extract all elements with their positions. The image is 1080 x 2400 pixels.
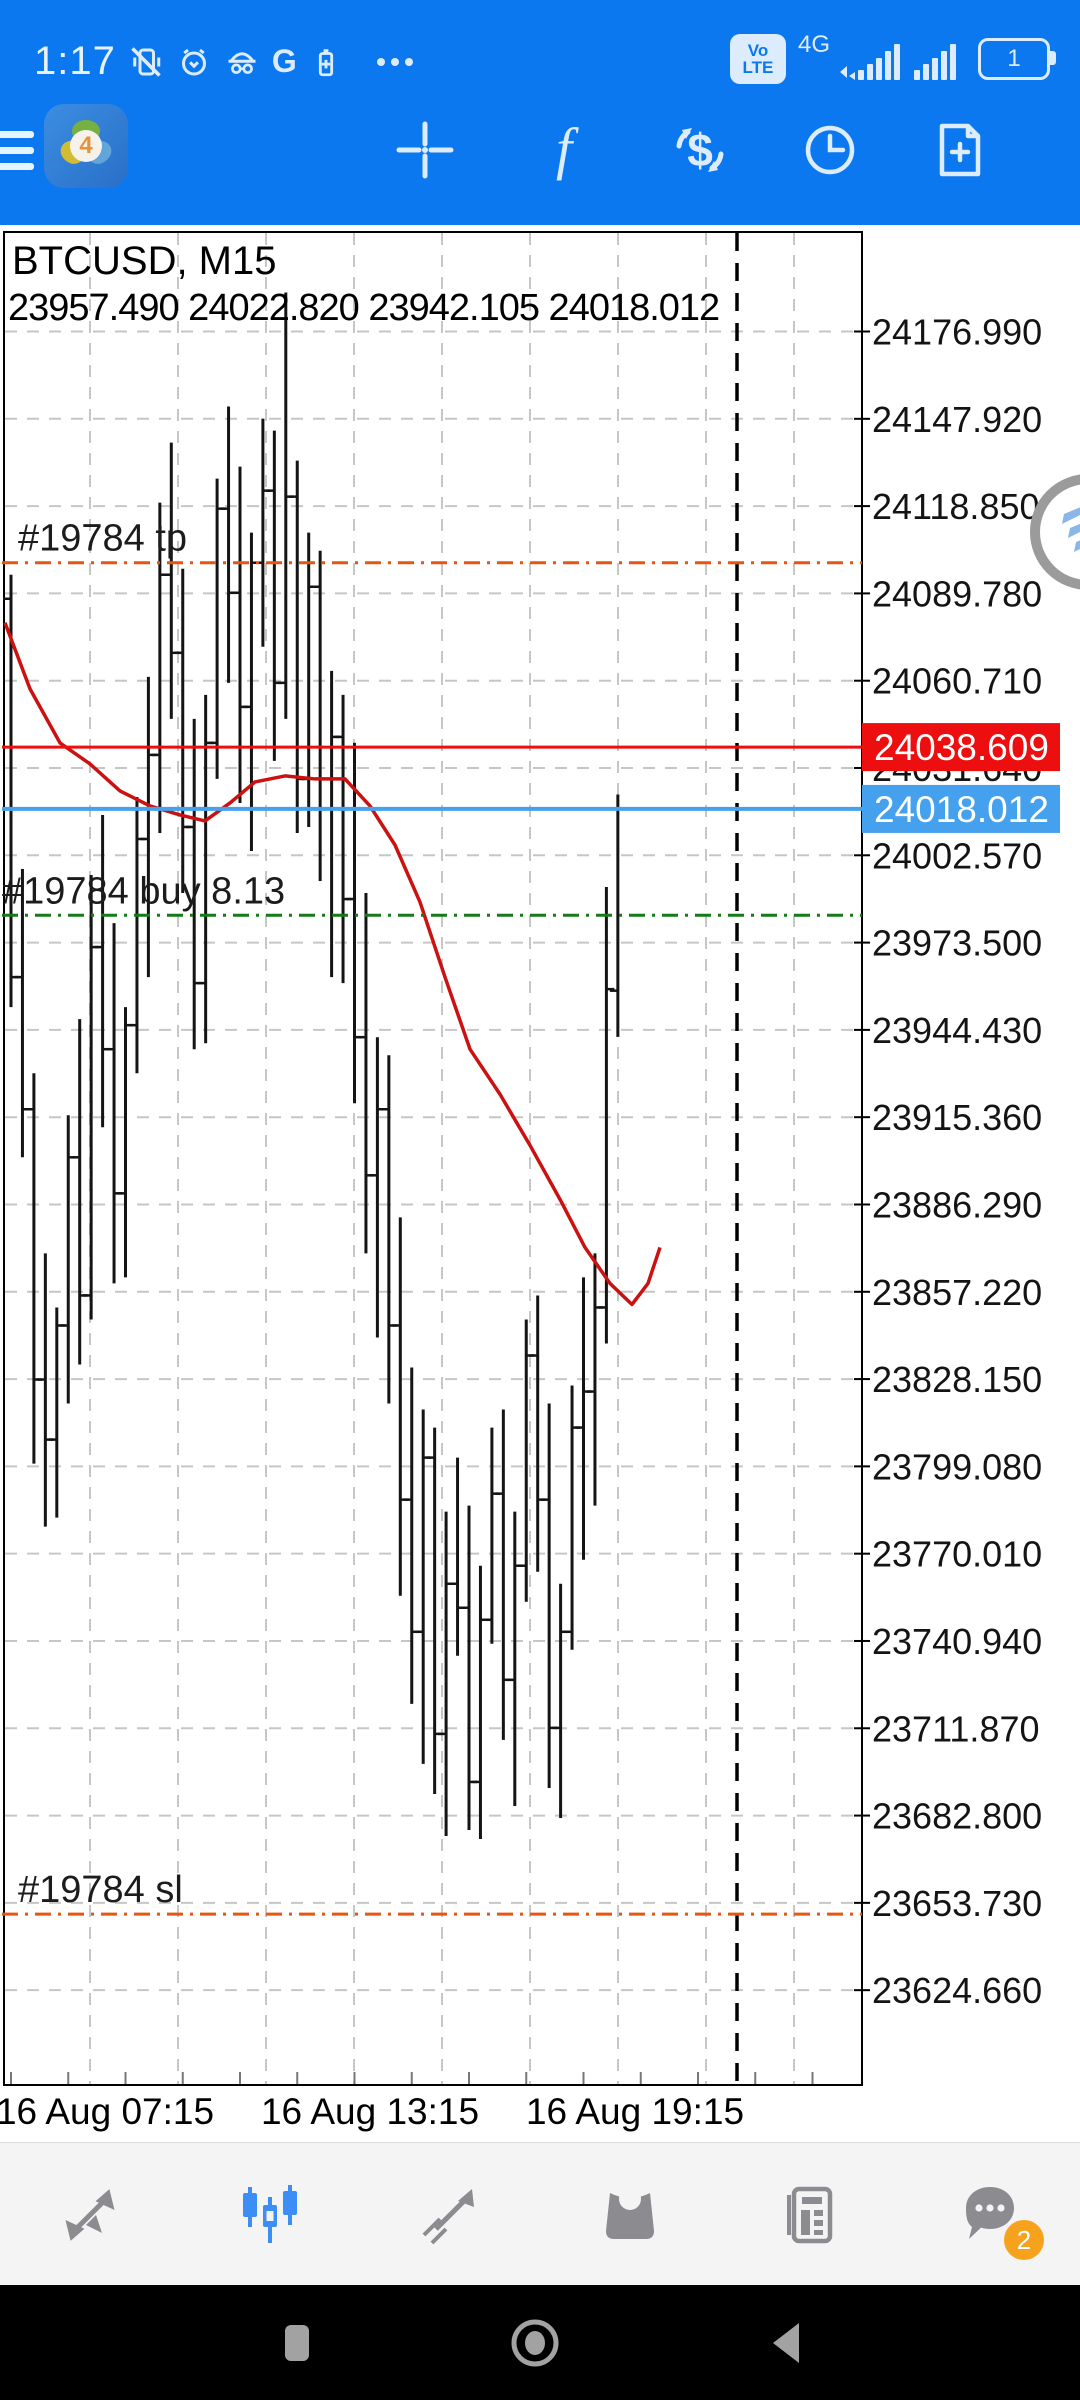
svg-text:23682.800: 23682.800 — [872, 1796, 1042, 1837]
time-axis: 16 Aug 07:15 16 Aug 13:15 16 Aug 19:15 — [0, 2091, 744, 2132]
ask-price-badge: 24018.012 — [862, 784, 1060, 833]
recents-square-icon — [285, 2324, 309, 2361]
google-g-icon: G — [271, 43, 297, 79]
tab-messages[interactable]: 2 — [900, 2143, 1080, 2286]
home-button[interactable] — [475, 2285, 595, 2400]
svg-text:16 Aug 13:15: 16 Aug 13:15 — [261, 2091, 479, 2132]
svg-text:23886.290: 23886.290 — [872, 1184, 1042, 1225]
history-clock-button[interactable] — [798, 118, 862, 182]
app-toolbar: 4 f $ — [0, 90, 1080, 225]
level-sl: #19784 sl — [2, 1869, 862, 1916]
svg-text:23944.430: 23944.430 — [872, 1010, 1042, 1051]
crosshair-button[interactable] — [393, 118, 457, 182]
svg-text:23711.870: 23711.870 — [872, 1708, 1040, 1749]
svg-text:23973.500: 23973.500 — [872, 923, 1042, 964]
trade-currency-button[interactable]: $ — [668, 118, 732, 182]
broker-logo-icon — [1062, 507, 1080, 552]
svg-text:f: f — [556, 118, 579, 181]
tab-charts[interactable] — [180, 2143, 360, 2286]
svg-text:23857.220: 23857.220 — [872, 1272, 1042, 1313]
svg-text:23915.360: 23915.360 — [872, 1097, 1042, 1138]
battery-icon: 1 — [978, 38, 1056, 80]
tab-news[interactable] — [720, 2143, 900, 2286]
price-bars — [3, 292, 626, 1839]
quotes-arrows-icon — [65, 2188, 115, 2241]
level-tp: #19784 tp — [2, 518, 862, 565]
indicators-function-button[interactable]: f — [538, 116, 602, 182]
ma-line — [3, 622, 662, 1307]
history-bag-icon — [606, 2187, 654, 2239]
svg-text:24002.570: 24002.570 — [872, 835, 1042, 876]
chart-frame — [3, 231, 863, 2086]
tab-quotes[interactable] — [0, 2143, 180, 2286]
messages-unread-badge: 2 — [1004, 2220, 1044, 2260]
mt4-app-logo[interactable]: 4 — [44, 104, 128, 188]
battery-saver-icon — [309, 45, 343, 79]
volte-badge: Vo LTE — [729, 34, 786, 84]
back-triangle-icon — [773, 2322, 799, 2363]
svg-text:23624.660: 23624.660 — [872, 1970, 1042, 2011]
ellipsis-icon — [373, 52, 417, 72]
level-open-buy: #19784 buy 8.13 — [2, 870, 862, 917]
order-label-sl: #19784 sl — [18, 1869, 183, 1911]
svg-text:23799.080: 23799.080 — [872, 1446, 1042, 1487]
mt4-version-badge: 4 — [70, 130, 102, 162]
svg-text:$: $ — [687, 124, 713, 176]
svg-text:23828.150: 23828.150 — [872, 1359, 1042, 1400]
chart-ohlc-values: 23957.490 24022.820 23942.105 24018.012 — [8, 287, 720, 329]
new-order-button[interactable] — [928, 118, 992, 182]
back-button[interactable] — [727, 2285, 847, 2400]
svg-text:24089.780: 24089.780 — [872, 573, 1042, 614]
charts-candles-icon — [243, 2184, 297, 2243]
bottom-navigation: 2 — [0, 2142, 1080, 2286]
chart-grid — [5, 233, 861, 2084]
svg-text:24118.850: 24118.850 — [872, 486, 1040, 527]
svg-text:23770.010: 23770.010 — [872, 1534, 1042, 1575]
svg-text:16 Aug 19:15: 16 Aug 19:15 — [526, 2091, 744, 2132]
home-circle-icon — [511, 2319, 559, 2366]
status-time: 1:17 — [34, 39, 116, 83]
order-label-tp: #19784 tp — [18, 518, 187, 560]
network-type-label: 4G — [797, 31, 830, 58]
chart-symbol-timeframe: BTCUSD, M15 — [12, 239, 277, 283]
chart-panel: #19784 tp #19784 buy 8.13 #19784 sl 24176.9… — [0, 225, 1080, 2140]
svg-text:16 Aug 07:15: 16 Aug 07:15 — [0, 2091, 214, 2132]
recents-button[interactable] — [237, 2285, 357, 2400]
svg-text:23653.730: 23653.730 — [872, 1883, 1042, 1924]
bid-price-badge: 24038.609 — [862, 723, 1060, 772]
battery-level-text: 1 — [1007, 45, 1021, 72]
tab-trade[interactable] — [360, 2143, 540, 2286]
trade-trend-icon — [422, 2188, 474, 2244]
order-label-open-buy: #19784 buy 8.13 — [2, 870, 285, 912]
status-bar: 1:17 G Vo LTE 4G — [0, 0, 1080, 90]
svg-text:24038.609: 24038.609 — [874, 727, 1049, 768]
incognito-icon — [224, 44, 260, 80]
price-axis: 24176.990 24147.920 24118.850 24089.780 2406… — [854, 312, 1042, 2011]
svg-text:23740.940: 23740.940 — [872, 1621, 1042, 1662]
svg-text:24018.012: 24018.012 — [874, 789, 1049, 830]
messages-bubble-icon — [966, 2186, 1014, 2239]
android-navigation-bar — [0, 2285, 1080, 2400]
tab-history[interactable] — [540, 2143, 720, 2286]
svg-text:24060.710: 24060.710 — [872, 661, 1042, 702]
vibrate-off-icon — [128, 44, 164, 80]
news-icon — [787, 2186, 833, 2243]
menu-button[interactable] — [0, 122, 34, 188]
svg-text:24176.990: 24176.990 — [872, 312, 1042, 353]
signal-bars-icon-2 — [914, 36, 966, 82]
alarm-icon — [176, 44, 212, 80]
svg-text:24147.920: 24147.920 — [872, 399, 1042, 440]
price-chart[interactable]: #19784 tp #19784 buy 8.13 #19784 sl 24176.9… — [0, 225, 1080, 2140]
signal-bars-icon-1 — [836, 36, 902, 82]
